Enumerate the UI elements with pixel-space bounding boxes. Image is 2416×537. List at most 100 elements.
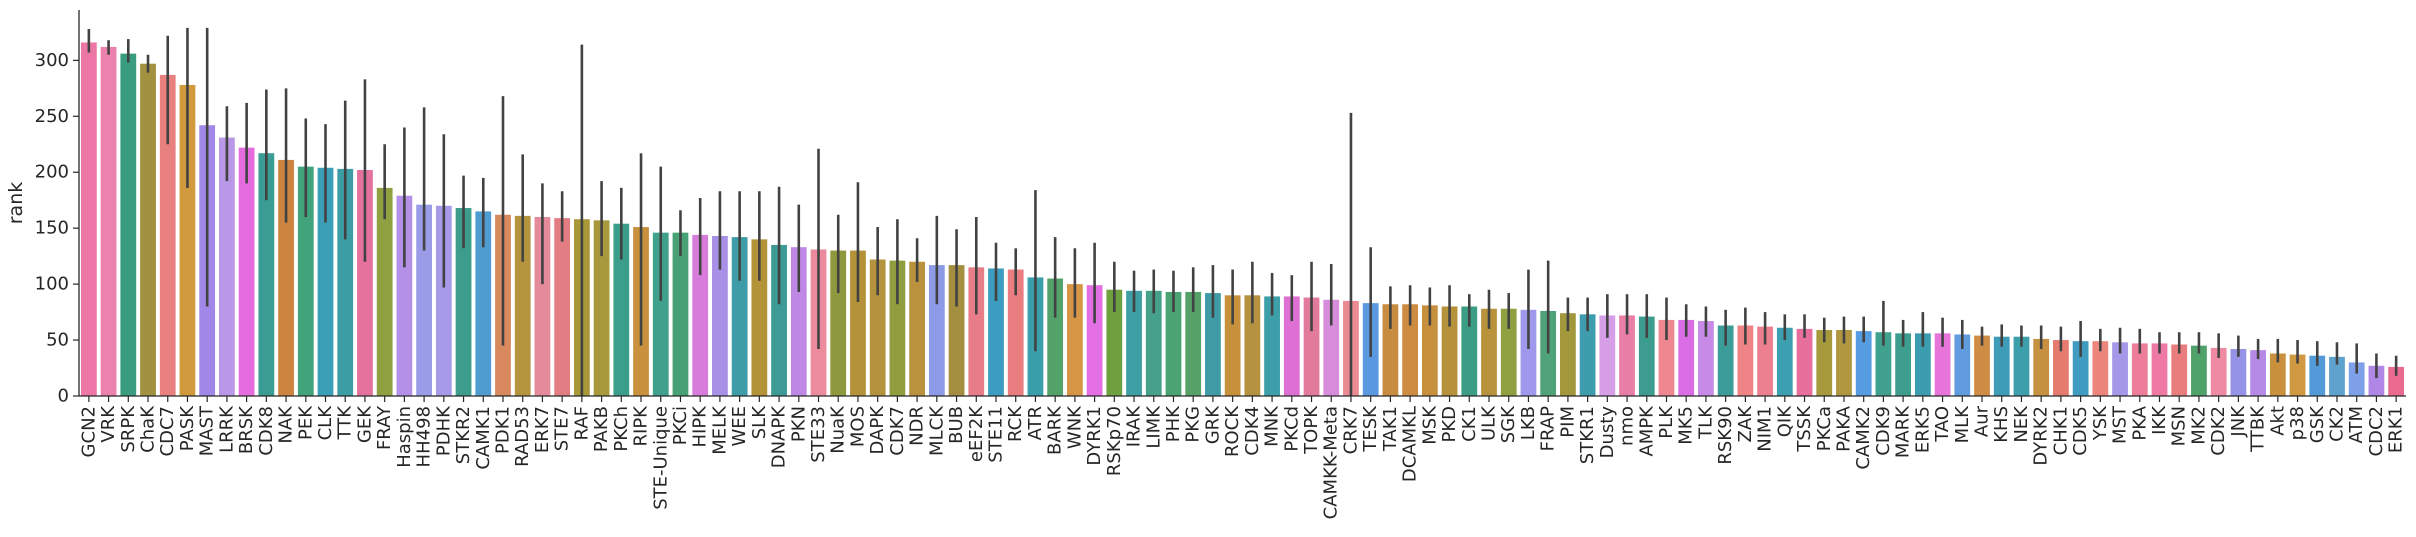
x-tick-label: GCN2: [78, 406, 99, 457]
bar-nmo: [1619, 315, 1635, 396]
x-tick-label: LRRK: [216, 405, 237, 453]
x-tick-label: TTBK: [2248, 405, 2269, 453]
bar-MNK: [1264, 296, 1280, 396]
bar-DCAMKL: [1402, 304, 1419, 396]
bar-STE-Unique: [652, 232, 669, 396]
x-tick-label: PKG: [1183, 406, 1204, 443]
bar-PASK: [179, 84, 196, 397]
y-tick-label: 250: [35, 106, 69, 127]
bar-RAD53: [514, 215, 531, 396]
x-tick-label: CDK4: [1242, 406, 1263, 456]
bar-YSK: [2092, 341, 2109, 396]
bar-TTBK: [2250, 350, 2266, 396]
bar-PAKB: [593, 220, 610, 396]
bar-MELK: [712, 236, 728, 396]
x-tick-label: DYRK1: [1084, 406, 1105, 466]
bar-FRAY: [376, 187, 393, 396]
bar-NIM1: [1757, 326, 1773, 396]
x-tick-label: VRK: [98, 405, 119, 443]
x-tick-label: STKR2: [453, 406, 474, 464]
x-tick-label: JNK: [2228, 405, 2249, 438]
x-tick-label: PEK: [295, 405, 316, 440]
bar-PKCi: [672, 232, 689, 396]
x-tick-label: Dusty: [1597, 406, 1618, 459]
x-tick-label: MOS: [847, 406, 868, 447]
x-tick-label: STKR1: [1577, 406, 1598, 464]
x-tick-label: MSN: [2169, 406, 2190, 446]
x-tick-label: CAMK2: [1853, 406, 1874, 470]
bar-STKR1: [1579, 314, 1596, 396]
bar-PKG: [1185, 291, 1202, 396]
x-tick-label: HH498: [414, 406, 435, 467]
bar-PIM: [1560, 313, 1576, 396]
bar-ATM: [2348, 362, 2365, 396]
x-tick-label: BRSK: [236, 405, 257, 454]
bar-CK1: [1461, 306, 1478, 396]
bar-WEE: [731, 237, 748, 396]
bar-Akt: [2269, 353, 2286, 396]
bar-ULK: [1481, 308, 1497, 396]
bar-GRK: [1205, 293, 1221, 396]
x-tick-label: MARK: [1893, 405, 1914, 458]
x-tick-label: CDK8: [256, 406, 277, 456]
x-tick-label: NIM1: [1755, 406, 1776, 452]
bar-TAK1: [1382, 304, 1399, 396]
bar-MOS: [850, 250, 866, 396]
bar-BRSK: [238, 147, 255, 396]
bar-HIPK: [692, 234, 709, 396]
bar-MLK: [1954, 334, 1971, 396]
bar-CDC2: [2368, 365, 2385, 396]
bar-PKN: [790, 247, 807, 396]
bar-PLK: [1658, 319, 1675, 396]
bar-Haspin: [396, 195, 413, 396]
x-tick-label: Haspin: [394, 406, 415, 468]
x-tick-label: CDK5: [2070, 406, 2091, 456]
bar-SLK: [751, 239, 768, 396]
y-tick-label: 0: [58, 386, 69, 407]
x-tick-label: Akt: [2267, 406, 2288, 436]
x-tick-label: HIPK: [690, 405, 711, 448]
x-tick-label: PAKA: [1833, 405, 1854, 452]
x-tick-label: LIMK: [1143, 405, 1164, 449]
x-tick-label: ERK1: [2386, 406, 2407, 453]
x-tick-label: eEF2K: [966, 405, 987, 462]
bar-LKB: [1520, 309, 1537, 396]
x-tick-label: CAMK1: [473, 406, 494, 470]
bar-NAK: [278, 159, 294, 396]
x-tick-label: SGK: [1498, 405, 1519, 443]
bar-ROCK: [1224, 295, 1241, 396]
x-tick-label: CDC2: [2366, 406, 2387, 456]
bar-NEK: [2013, 336, 2030, 396]
bar-CDK8: [258, 153, 275, 396]
bar-MARK: [1895, 333, 1912, 396]
x-tick-label: PDK1: [492, 406, 513, 454]
x-tick-label: PKA: [2129, 405, 2150, 440]
x-tick-label: PLK: [1656, 405, 1677, 439]
y-axis: 0 50 100 150 200 250 300: [35, 10, 80, 407]
x-tick-label: PDHK: [433, 405, 454, 456]
bar-PEK: [297, 166, 314, 396]
x-tick-label: PKN: [788, 406, 809, 442]
bar-NuaK: [830, 250, 847, 396]
y-tick-label: 100: [35, 274, 69, 295]
x-tick-label: RIPK: [631, 405, 652, 447]
x-tick-label: QIK: [1774, 405, 1795, 437]
bar-MLCK: [928, 265, 945, 396]
x-tick-label: TAO: [1932, 406, 1953, 443]
x-tick-label: DAPK: [867, 405, 888, 455]
x-tick-label: PKCi: [670, 406, 691, 445]
bar-MK2: [2191, 345, 2207, 396]
bar-eEF2K: [968, 267, 985, 396]
x-tick-label: CDK7: [887, 406, 908, 456]
x-tick-label: BUB: [946, 406, 967, 444]
bar-DYRK1: [1086, 285, 1103, 396]
bar-RCK: [1007, 269, 1024, 396]
bar-KHS: [1993, 336, 2010, 396]
x-tick-label: DYRK2: [2031, 406, 2052, 466]
x-tick-label: CLK: [315, 405, 336, 441]
bar-PHK: [1165, 291, 1182, 396]
bar-STE7: [554, 218, 571, 396]
bar-STE11: [988, 268, 1004, 396]
bar-CK2: [2329, 356, 2345, 396]
x-tick-label: MK5: [1676, 406, 1697, 445]
